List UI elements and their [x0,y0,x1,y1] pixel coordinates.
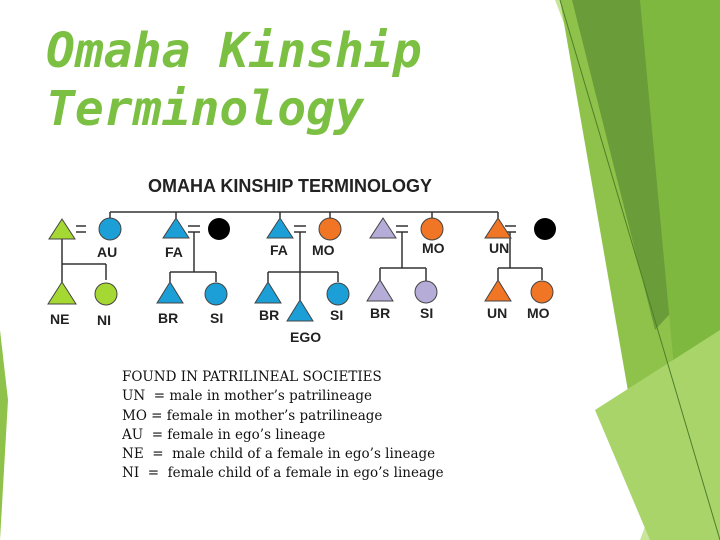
legend: FOUND IN PATRILINEAL SOCIETIES UN = male… [122,368,444,484]
female-symbol-si3 [414,280,438,304]
male-symbol-ne [47,281,77,305]
label-un1: UN [489,240,509,256]
label-br2: BR [259,307,279,323]
female-symbol-mo1 [318,217,342,241]
female-symbol-au [98,217,122,241]
male-symbol-un1 [484,217,512,239]
female-symbol-fa1-wife [208,218,230,240]
female-symbol-mo3 [530,280,554,304]
kinship-diagram: OMAHA KINSHIP TERMINOLOGY [47,176,556,345]
female-symbol-mo2 [420,217,444,241]
legend-heading: FOUND IN PATRILINEAL SOCIETIES [122,369,382,385]
female-symbol-un1-wife [534,218,556,240]
legend-line: NE = male child of a female in ego’s lin… [122,446,436,463]
label-br3: BR [370,305,390,321]
deco-left-sliver [0,330,8,540]
label-ni: NI [97,312,111,328]
male-symbol-fa1 [162,217,190,239]
slide-title-line2: Terminology [46,81,364,137]
male-symbol-ego [286,299,314,322]
legend-line: NI = female child of a female in ego’s l… [122,465,444,482]
label-ego: EGO [290,329,321,345]
slide-title: Omaha Kinship Terminology [46,22,422,138]
legend-line: MO = female in mother’s patrilineage [122,407,383,424]
label-si1: SI [210,310,223,326]
label-mo1: MO [312,242,335,258]
male-symbol-br1 [156,281,184,304]
label-au: AU [97,244,117,260]
male-symbol-mo2-husband [369,217,397,239]
label-fa2: FA [270,242,288,258]
diagram-heading: OMAHA KINSHIP TERMINOLOGY [148,176,432,196]
label-fa1: FA [165,244,183,260]
deco-line [559,0,720,540]
label-un2: UN [487,305,507,321]
label-si2: SI [330,307,343,323]
label-mo2: MO [422,240,445,256]
female-symbol-ni [94,282,118,306]
male-symbol-br3 [366,279,394,302]
female-symbol-si1 [204,282,228,306]
male-symbol-au-brother [48,218,76,240]
deco-band-bottom [595,330,720,540]
slide-title-line1: Omaha Kinship [46,23,422,79]
label-mo3: MO [527,305,550,321]
label-ne: NE [50,311,69,327]
male-symbol-fa2 [266,217,294,239]
female-symbol-si2 [326,282,350,306]
label-br1: BR [158,310,178,326]
kinship-lines [61,211,543,300]
male-symbol-un2 [484,279,512,302]
male-symbol-br2 [254,281,282,304]
legend-line: AU = female in ego’s lineage [122,426,326,443]
legend-line: UN = male in mother’s patrilineage [122,388,373,405]
label-si3: SI [420,305,433,321]
